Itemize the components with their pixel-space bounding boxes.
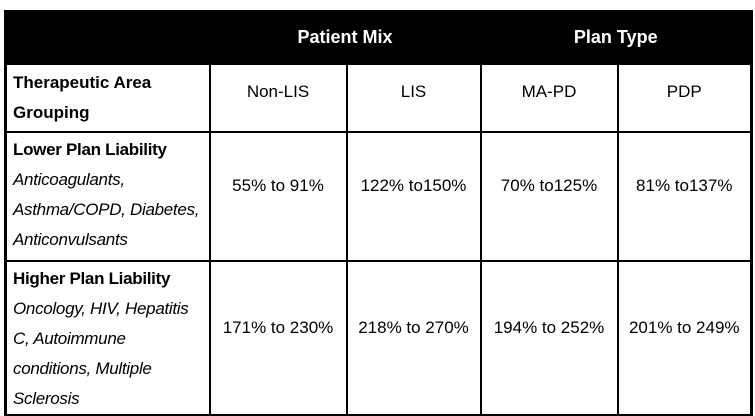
value-lower-lis: 122% to150% (345, 130, 482, 262)
value-higher-pdp: 201% to 249% (616, 259, 753, 416)
group-title-lower: Lower Plan Liability (13, 139, 167, 159)
row-group-header-label: Therapeutic Area Grouping (4, 62, 211, 133)
group-header-row: Patient Mix Plan Type (4, 10, 753, 65)
corner-cell (4, 10, 211, 65)
value-lower-pdp: 81% to137% (616, 130, 753, 262)
group-cell-lower: Lower Plan Liability Anticoagulants, Ast… (4, 130, 211, 262)
value-higher-ma-pd: 194% to 252% (479, 259, 619, 416)
column-header-non-lis: Non-LIS (208, 62, 348, 133)
plan-liability-table: Patient Mix Plan Type Therapeutic Area G… (4, 10, 754, 416)
value-lower-ma-pd: 70% to125% (479, 130, 619, 262)
group-therapies-higher: Oncology, HIV, Hepatitis C, Autoimmune c… (13, 298, 189, 408)
group-cell-higher: Higher Plan Liability Oncology, HIV, Hep… (4, 259, 211, 416)
value-lower-non-lis: 55% to 91% (208, 130, 348, 262)
group-header-plan-type: Plan Type (479, 10, 753, 65)
value-higher-lis: 218% to 270% (345, 259, 482, 416)
group-title-higher: Higher Plan Liability (13, 268, 171, 288)
column-header-pdp: PDP (616, 62, 753, 133)
column-header-lis: LIS (345, 62, 482, 133)
group-header-patient-mix: Patient Mix (208, 10, 482, 65)
group-therapies-lower: Anticoagulants, Asthma/COPD, Diabetes, A… (13, 169, 200, 249)
table-row-lower-plan-liability: Lower Plan Liability Anticoagulants, Ast… (4, 130, 753, 262)
value-higher-non-lis: 171% to 230% (208, 259, 348, 416)
column-header-row: Therapeutic Area Grouping Non-LIS LIS MA… (4, 62, 753, 133)
column-header-ma-pd: MA-PD (479, 62, 619, 133)
table-row-higher-plan-liability: Higher Plan Liability Oncology, HIV, Hep… (4, 259, 753, 416)
